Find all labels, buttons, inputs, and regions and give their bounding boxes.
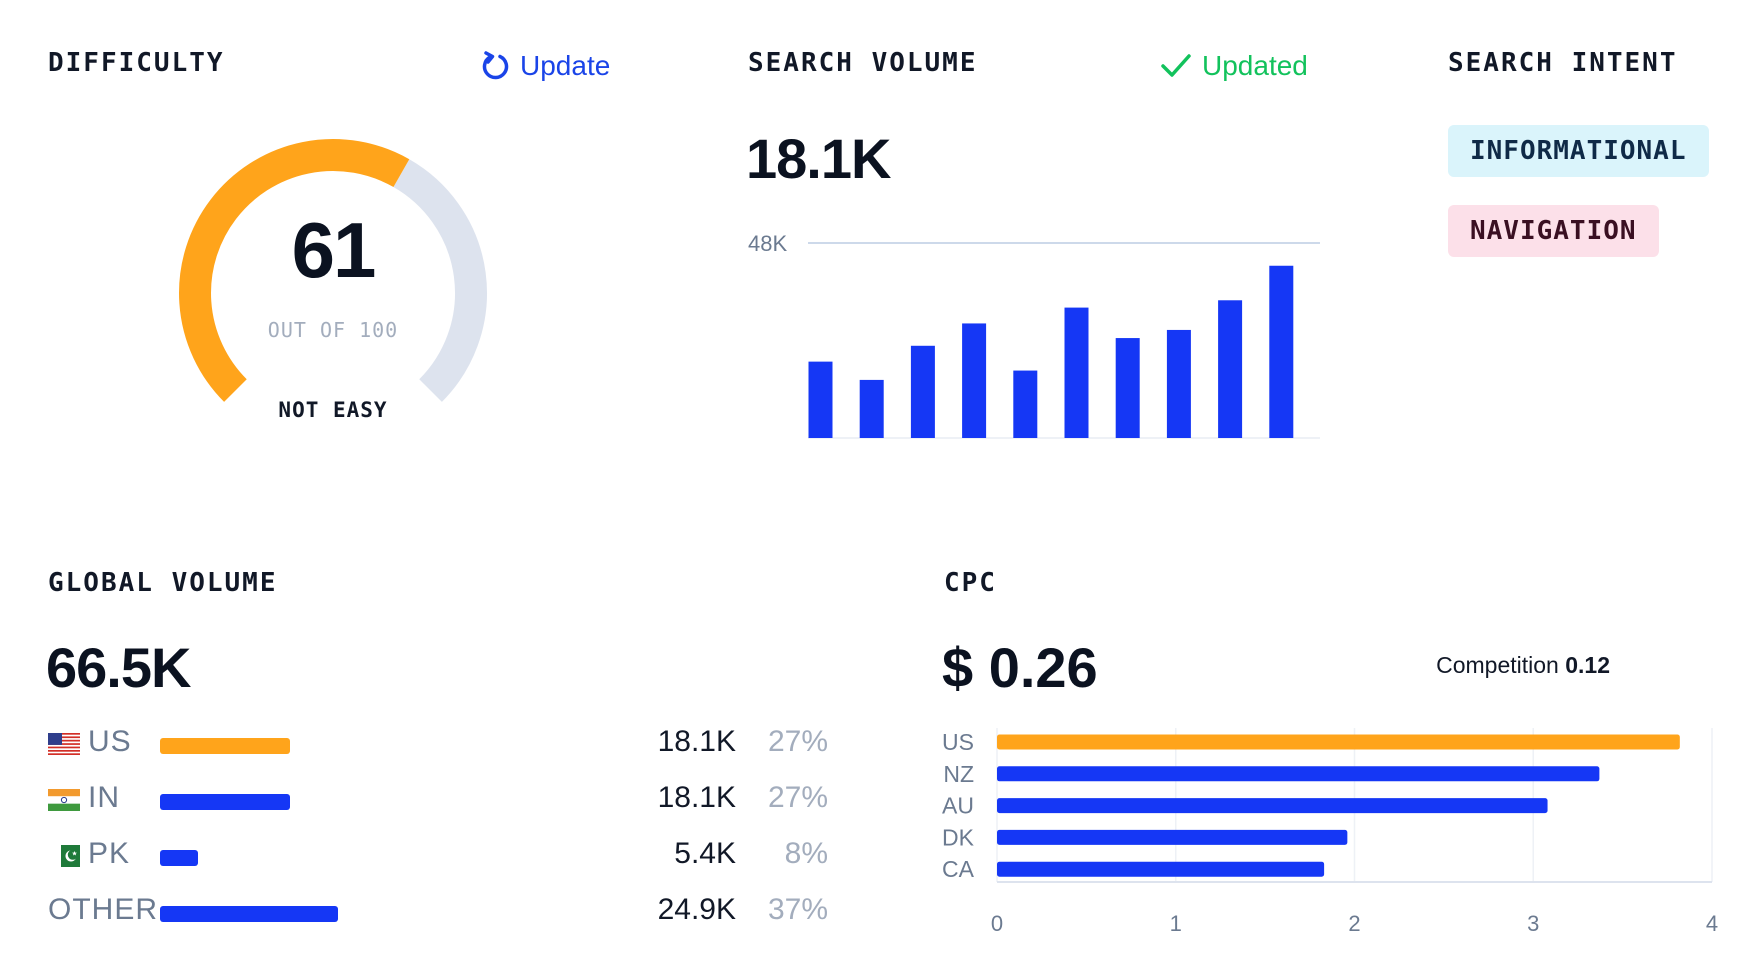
updated-status: Updated [1160,50,1308,82]
global-volume-title: GLOBAL VOLUME [48,568,278,598]
global-volume-row: US 18.1K 27% [48,725,828,765]
search-volume-bar [1115,338,1140,438]
us-flag-icon [48,733,80,755]
india-flag-icon [48,789,80,811]
country-code: PK [88,837,131,870]
competition-label: Competition [1436,652,1559,678]
volume-share-bar [160,906,338,922]
cpc-bar [997,766,1600,782]
volume-percent: 27% [767,725,828,758]
search-volume-bar [962,323,987,438]
gauge-fill [179,139,410,402]
country-code: US [88,725,132,758]
cpc-tick-label: 0 [991,911,1003,936]
search-volume-title: SEARCH VOLUME [748,48,978,78]
global-volume-row: IN 18.1K 27% [48,781,828,821]
search-volume-card: SEARCH VOLUME Updated 18.1K 48K [700,0,1320,440]
competition: Competition 0.12 [1436,652,1610,679]
search-volume-value: 18.1K [746,127,891,190]
volume-percent: 37% [767,893,828,926]
volume-value: 18.1K [657,725,736,758]
country-code: IN [88,781,120,814]
search-volume-bar [1064,307,1089,438]
intent-badge-navigation: NAVIGATION [1448,205,1659,257]
volume-share-bar [160,794,290,810]
search-volume-bar [1166,329,1191,438]
volume-value: 24.9K [657,893,736,926]
difficulty-out-of: OUT OF 100 [267,318,399,342]
volume-percent: 27% [767,781,828,814]
search-volume-bar [859,379,884,438]
cpc-card: CPC $ 0.26 Competition 0.12 US NZ AU DK CA 0… [896,520,1760,974]
volume-percent: 8% [784,837,828,870]
search-volume-bar [1218,300,1243,438]
cpc-country-label: DK [942,824,975,850]
refresh-icon [480,50,510,82]
search-volume-bar [910,345,935,438]
difficulty-title: DIFFICULTY [48,48,225,78]
cpc-tick-label: 1 [1170,911,1182,936]
cpc-tick-label: 3 [1527,911,1539,936]
updated-label: Updated [1202,50,1308,81]
global-volume-row: OTHER 24.9K 37% [48,893,828,933]
cpc-bar [997,861,1325,877]
gauge-track [393,159,487,402]
cpc-bar [997,734,1680,750]
global-volume-card: GLOBAL VOLUME 66.5K US 18.1K 27% [0,520,880,974]
search-volume-axis-label: 48K [748,231,787,256]
cpc-value: $ 0.26 [942,636,1098,699]
cpc-country-label: US [942,729,974,755]
intent-badge-informational: INFORMATIONAL [1448,125,1709,177]
cpc-bar [997,798,1548,814]
difficulty-rating: NOT EASY [278,398,388,422]
cpc-title: CPC [944,568,997,598]
country-code: OTHER [48,893,158,926]
volume-share-bar [160,850,199,866]
update-label: Update [520,50,611,81]
cpc-country-label: AU [942,793,974,819]
cpc-tick-label: 4 [1706,911,1718,936]
competition-value: 0.12 [1565,652,1610,678]
search-volume-bar [1269,265,1294,438]
global-volume-row: PK 5.4K 8% [48,837,828,877]
global-volume-value: 66.5K [46,636,191,699]
search-volume-bar [808,361,833,438]
cpc-country-label: NZ [943,761,974,787]
check-icon [1160,51,1192,81]
search-intent-card: SEARCH INTENT INFORMATIONAL NAVIGATION [1400,0,1760,440]
pakistan-flag-icon [56,845,80,867]
difficulty-card: DIFFICULTY Update 61 OUT OF 100 NOT EASY [0,0,610,440]
volume-value: 5.4K [674,837,736,870]
cpc-chart: US NZ AU DK CA 0 1 2 3 4 [942,728,1718,936]
cpc-country-label: CA [942,856,975,882]
cpc-bar [997,829,1348,845]
cpc-tick-label: 2 [1348,911,1360,936]
volume-value: 18.1K [657,781,736,814]
update-button[interactable]: Update [480,50,610,82]
search-volume-chart: 48K [748,231,1320,439]
search-intent-title: SEARCH INTENT [1448,48,1678,78]
volume-share-bar [160,738,290,754]
search-volume-bar [1013,370,1038,438]
difficulty-gauge [179,139,487,402]
difficulty-score: 61 [291,206,377,294]
